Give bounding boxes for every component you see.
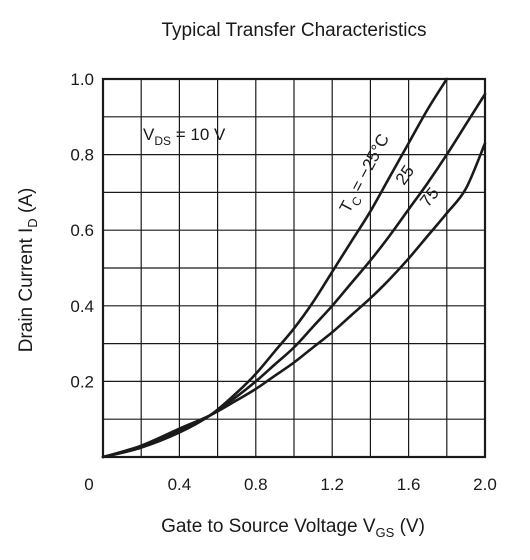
series-curves <box>101 77 487 459</box>
series-label-75: 75 <box>416 184 443 211</box>
y-tick-label: 1.0 <box>70 70 94 89</box>
x-tick-label: 2.0 <box>473 475 497 494</box>
x-tick-label: 1.6 <box>397 475 421 494</box>
y-tick-label: 0.8 <box>70 146 94 165</box>
x-axis-label: Gate to Source Voltage VGS (V) <box>161 516 425 540</box>
grid <box>103 79 485 457</box>
y-tick-label: 0.2 <box>70 372 94 391</box>
y-axis-label: Drain Current ID (A) <box>16 188 40 353</box>
plot-frame <box>101 77 487 459</box>
y-tick-label: 0.4 <box>70 297 94 316</box>
condition-label: VDS = 10 V <box>143 125 226 148</box>
chart-title: Typical Transfer Characteristics <box>161 20 426 41</box>
x-tick-label: 0.4 <box>168 475 192 494</box>
series-label-minus25: TC = −25°C <box>336 131 397 218</box>
y-tick-label: 0.6 <box>70 221 94 240</box>
x-tick-label: 0.8 <box>244 475 268 494</box>
x-tick-labels: 0 0.4 0.8 1.2 1.6 2.0 <box>84 475 497 494</box>
x-tick-label: 1.2 <box>320 475 344 494</box>
curve-tc-75 <box>101 141 487 459</box>
y-tick-labels: 0.2 0.4 0.6 0.8 1.0 <box>70 70 94 391</box>
x-tick-label: 0 <box>84 475 93 494</box>
